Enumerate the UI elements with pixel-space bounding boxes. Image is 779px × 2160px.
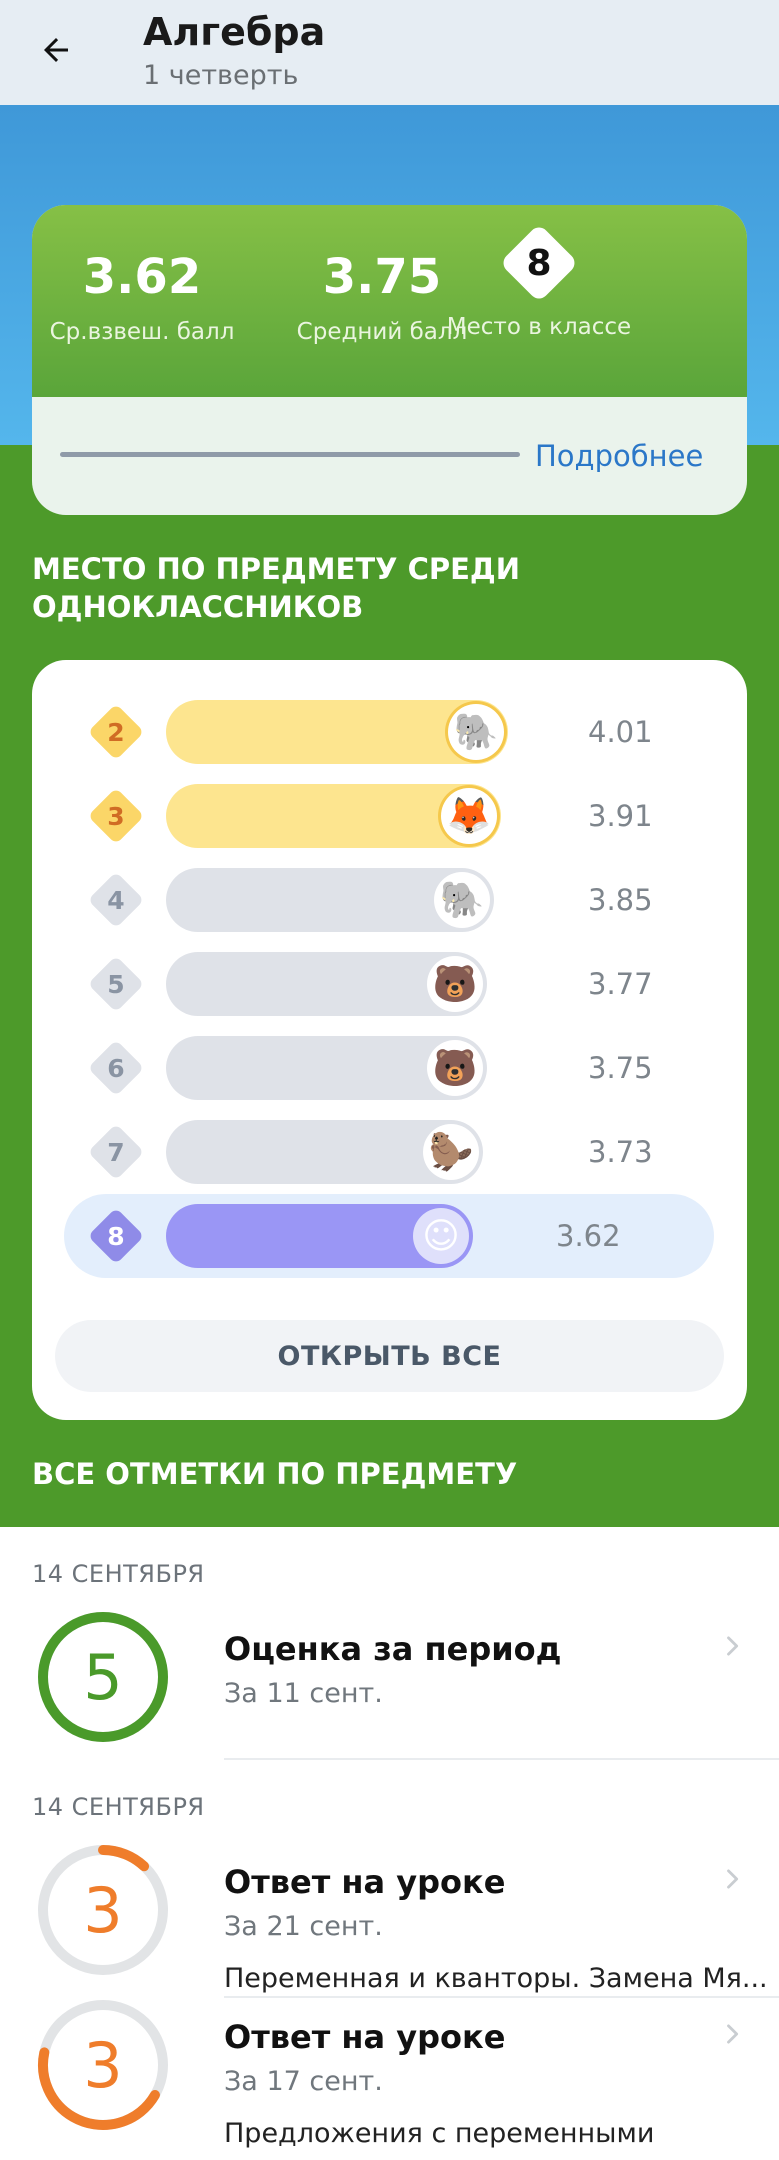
- mark-title: Ответ на уроке: [224, 2018, 506, 2056]
- score-bar: 🦫: [166, 1120, 483, 1184]
- place-diamond: 7: [87, 1123, 145, 1181]
- page-subtitle: 1 четверть: [143, 60, 299, 91]
- beaver-avatar-icon: 🦫: [423, 1124, 479, 1180]
- mark-ring-progress: [38, 2000, 168, 2130]
- score-bar: 🐘: [166, 868, 494, 932]
- summary-card: 3.62 Ср.взвеш. балл 3.75 Средний балл 8 …: [32, 205, 747, 515]
- row-score: 4.01: [588, 715, 653, 749]
- mark-date-sub: За 11 сент.: [224, 1678, 383, 1709]
- chevron-right-icon: [718, 2020, 746, 2048]
- row-score: 3.75: [588, 1051, 653, 1085]
- mark-date-sub: За 21 сент.: [224, 1911, 383, 1942]
- page-title: Алгебра: [143, 10, 326, 54]
- row-place: 3: [107, 801, 125, 831]
- place-diamond: 3: [87, 787, 145, 845]
- place-value: 8: [526, 242, 552, 284]
- score-bar: 🦊: [166, 784, 501, 848]
- mark-title: Оценка за период: [224, 1630, 562, 1668]
- ranking-card: 2 🐘 4.01 3 🦊 3.91 4 🐘 3.85 5 🐻 3.77 6 🐻 3.75 7 🦫 3.73 8 ☺ 3.…: [32, 660, 747, 1420]
- mark-value: 3: [83, 2028, 123, 2102]
- row-place: 4: [107, 885, 125, 915]
- average: 3.75 Средний балл: [272, 253, 492, 345]
- place-diamond: 2: [87, 703, 145, 761]
- divider: [224, 1758, 779, 1760]
- divider: [224, 1996, 779, 1998]
- mark-date-sub: За 17 сент.: [224, 2066, 383, 2097]
- weighted-average-label: Ср.взвеш. балл: [49, 319, 235, 345]
- place-badge: 8: [499, 223, 579, 303]
- marks-title: ВСЕ ОТМЕТКИ ПО ПРЕДМЕТУ: [32, 1457, 518, 1491]
- progress-line: [60, 452, 520, 457]
- mark-ring: 3: [36, 1843, 170, 1977]
- chevron-right-icon: [718, 1865, 746, 1893]
- mark-description: Предложения с переменными: [224, 2118, 655, 2149]
- mark-date: 14 СЕНТЯБРЯ: [32, 1793, 205, 1821]
- back-button[interactable]: [34, 28, 78, 72]
- mark-date: 14 СЕНТЯБРЯ: [32, 1560, 205, 1588]
- place-label: Место в классе: [446, 314, 632, 340]
- row-score: 3.62: [556, 1219, 621, 1253]
- average-value: 3.75: [322, 249, 442, 305]
- ranking-row[interactable]: 5 🐻 3.77: [64, 942, 719, 1026]
- mark-ring-progress: [38, 1612, 168, 1742]
- ranking-row[interactable]: 7 🦫 3.73: [64, 1110, 719, 1194]
- more-link[interactable]: Подробнее: [535, 439, 704, 473]
- bear-bowtie-avatar-icon: 🐻: [427, 956, 483, 1012]
- score-bar: 🐻: [166, 952, 487, 1016]
- chevron-right-icon: [718, 1632, 746, 1660]
- ranking-row[interactable]: 3 🦊 3.91: [64, 774, 719, 858]
- class-place: 8 Место в классе: [429, 223, 649, 341]
- ranking-row[interactable]: 6 🐻 3.75: [64, 1026, 719, 1110]
- fox-cap-avatar-icon: 🦊: [441, 788, 497, 844]
- mark-value: 5: [83, 1640, 123, 1714]
- row-place: 7: [107, 1137, 125, 1167]
- mark-title: Ответ на уроке: [224, 1863, 506, 1901]
- place-diamond: 5: [87, 955, 145, 1013]
- mark-ring: 3: [36, 1998, 170, 2132]
- elephant-cap-avatar-icon: 🐘: [448, 704, 504, 760]
- weighted-average: 3.62 Ср.взвеш. балл: [32, 253, 252, 345]
- ranking-row[interactable]: 4 🐘 3.85: [64, 858, 719, 942]
- row-place: 6: [107, 1053, 125, 1083]
- row-score: 3.73: [588, 1135, 653, 1169]
- smiley-avatar-icon: ☺: [413, 1208, 469, 1264]
- ranking-row[interactable]: 2 🐘 4.01: [64, 690, 719, 774]
- score-bar: 🐘: [166, 700, 508, 764]
- ranking-title: МЕСТО ПО ПРЕДМЕТУ СРЕДИ ОДНОКЛАССНИКОВ: [32, 552, 521, 624]
- row-place: 5: [107, 969, 125, 999]
- score-bar: ☺: [166, 1204, 473, 1268]
- row-score: 3.85: [588, 883, 653, 917]
- mark-value: 3: [83, 1873, 123, 1947]
- row-place: 8: [107, 1221, 125, 1251]
- row-place: 2: [107, 717, 125, 747]
- row-score: 3.77: [588, 967, 653, 1001]
- place-diamond: 4: [87, 871, 145, 929]
- mark-description: Переменная и кванторы. Замена Мя...: [224, 1963, 768, 1994]
- weighted-average-value: 3.62: [82, 249, 202, 305]
- place-diamond: 6: [87, 1039, 145, 1097]
- mark-ring-progress: [38, 1845, 168, 1975]
- ranking-row-me[interactable]: 8 ☺ 3.62: [64, 1194, 714, 1278]
- elephant-avatar-icon: 🐘: [434, 872, 490, 928]
- average-label: Средний балл: [296, 319, 468, 345]
- score-bar: 🐻: [166, 1036, 487, 1100]
- mark-ring: 5: [36, 1610, 170, 1744]
- app-bar: Алгебра 1 четверть: [0, 0, 779, 106]
- bear-avatar-icon: 🐻: [427, 1040, 483, 1096]
- arrow-left-icon: [44, 38, 68, 62]
- row-score: 3.91: [588, 799, 653, 833]
- marks-background: [0, 1527, 779, 2160]
- summary-stats: 3.62 Ср.взвеш. балл 3.75 Средний балл 8 …: [32, 205, 747, 397]
- place-diamond: 8: [87, 1207, 145, 1265]
- open-all-button[interactable]: ОТКРЫТЬ ВСЕ: [55, 1320, 724, 1392]
